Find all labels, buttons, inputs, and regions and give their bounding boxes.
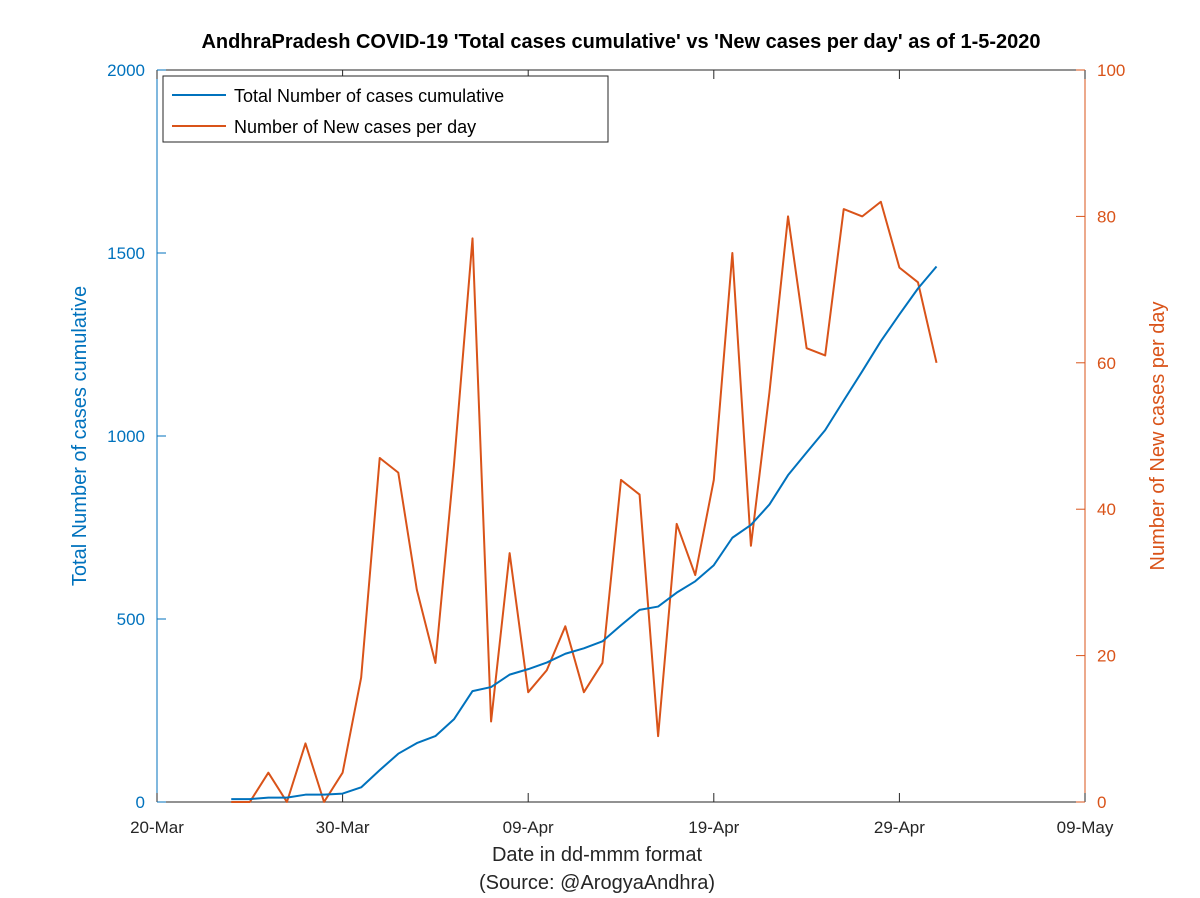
- legend-box: [162, 75, 609, 143]
- x-tick-label-5: 09-May: [1057, 818, 1114, 837]
- y-left-tick-label-1: 500: [117, 610, 145, 629]
- y-right-tick-label-3: 60: [1097, 354, 1116, 373]
- left-axis-label: Total Number of cases cumulative: [69, 286, 91, 586]
- right-axis-label: Number of New cases per day: [1147, 301, 1169, 570]
- x-tick-label-0: 20-Mar: [130, 818, 184, 837]
- y-left-tick-label-0: 0: [136, 793, 145, 812]
- y-right-tick-label-4: 80: [1097, 207, 1116, 226]
- x-tick-label-4: 29-Apr: [874, 818, 925, 837]
- x-axis-label: Date in dd-mmm format: [492, 844, 702, 866]
- x-tick-label-2: 09-Apr: [503, 818, 554, 837]
- y-right-tick-label-0: 0: [1097, 793, 1106, 812]
- series-lines: [231, 200, 938, 803]
- legend: Total Number of cases cumulative Number …: [162, 75, 609, 143]
- y-right-ticks: 0 20 40 60 80 100: [1076, 61, 1125, 812]
- x-tick-label-3: 19-Apr: [688, 818, 739, 837]
- series-line-new-cases: [231, 200, 938, 803]
- source-label: (Source: @ArogyaAndhra): [479, 872, 715, 894]
- chart-title: AndhraPradesh COVID-19 'Total cases cumu…: [201, 31, 1040, 53]
- legend-label-new-cases: Number of New cases per day: [234, 117, 476, 137]
- y-left-ticks: 0 500 1000 1500 2000: [107, 61, 166, 812]
- y-right-tick-label-2: 40: [1097, 500, 1116, 519]
- y-left-tick-label-3: 1500: [107, 244, 145, 263]
- legend-label-cumulative: Total Number of cases cumulative: [234, 86, 504, 106]
- series-line-cumulative: [231, 265, 938, 801]
- y-right-tick-label-5: 100: [1097, 61, 1125, 80]
- x-ticks: 20-Mar 30-Mar 09-Apr 19-Apr 29-Apr 09-May: [130, 70, 1114, 837]
- y-left-tick-label-4: 2000: [107, 61, 145, 80]
- y-right-tick-label-1: 20: [1097, 647, 1116, 666]
- y-left-tick-label-2: 1000: [107, 427, 145, 446]
- x-tick-label-1: 30-Mar: [316, 818, 370, 837]
